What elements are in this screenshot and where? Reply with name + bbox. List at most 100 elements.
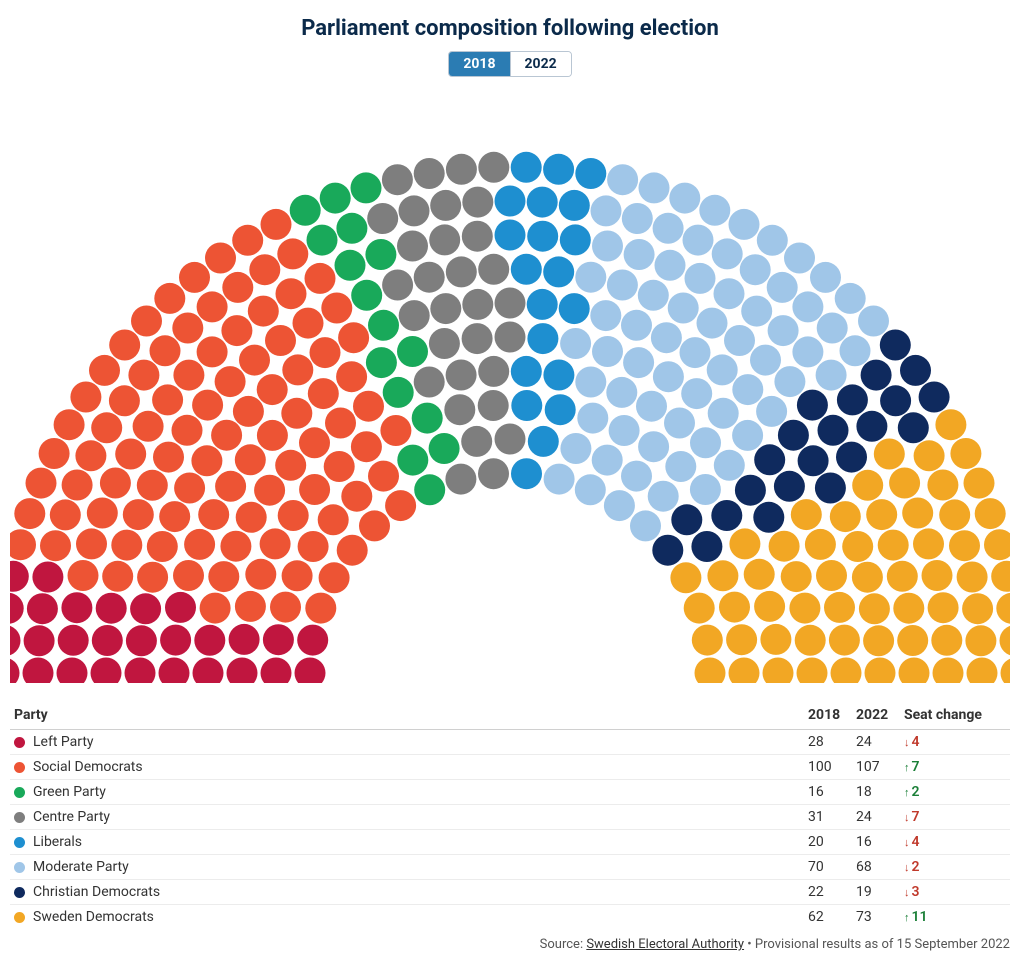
seat-dot — [444, 394, 475, 425]
seat-dot — [100, 468, 131, 499]
seat-dot — [130, 593, 161, 624]
seat-dot — [414, 262, 445, 293]
seat-dot — [669, 183, 700, 214]
seat-dot — [887, 561, 918, 592]
seat-dot — [996, 593, 1010, 624]
seat-dot — [732, 420, 763, 451]
seat-dot — [651, 322, 682, 353]
seat-dot — [774, 366, 805, 397]
seat-dot — [125, 658, 156, 684]
seats-2022: 73 — [852, 905, 900, 930]
seat-dot — [128, 360, 159, 391]
seat-dot — [159, 658, 190, 684]
seat-dot — [592, 231, 623, 262]
seat-dot — [10, 561, 29, 592]
seat-dot — [172, 313, 203, 344]
seat-dot — [215, 366, 246, 397]
seat-dot — [829, 625, 860, 656]
seat-dot — [560, 224, 591, 255]
seat-dot — [40, 530, 71, 561]
seat-dot — [192, 390, 223, 421]
seat-dot — [778, 420, 809, 451]
seat-dot — [325, 408, 356, 439]
seat-dot — [975, 498, 1006, 529]
seat-dot — [495, 424, 526, 455]
seat-dot — [153, 442, 184, 473]
table-row: Social Democrats100107↑7 — [10, 755, 1010, 780]
seat-dot — [220, 531, 251, 562]
seat-dot — [297, 625, 328, 656]
seat-dot — [147, 531, 178, 562]
seat-dot — [429, 224, 460, 255]
seat-dot — [115, 439, 146, 470]
party-swatch — [14, 912, 25, 923]
seat-dot — [137, 562, 168, 593]
seat-dot — [194, 625, 225, 656]
table-row: Christian Democrats2219↓3 — [10, 880, 1010, 905]
seat-dot — [648, 481, 679, 512]
seat-dot — [76, 528, 107, 559]
seat-dot — [607, 270, 638, 301]
seat-dot — [227, 658, 258, 684]
seat-dot — [359, 510, 390, 541]
seat-dot — [528, 426, 559, 457]
seat-dot — [865, 658, 896, 684]
seat-dot — [197, 291, 228, 322]
seat-dot — [753, 502, 784, 533]
seat-dot — [351, 172, 382, 203]
seat-dot — [893, 593, 924, 624]
seat-dot — [707, 354, 738, 385]
seat-dot — [810, 262, 841, 293]
seat-dot — [261, 209, 292, 240]
source-link[interactable]: Swedish Electoral Authority — [586, 937, 744, 952]
seat-dot — [318, 504, 349, 535]
seat-dot — [874, 439, 905, 470]
seat-dot — [75, 440, 106, 471]
party-name: Green Party — [33, 784, 106, 800]
seat-dot — [527, 323, 558, 354]
seat-dot — [414, 474, 445, 505]
seat-dot — [543, 256, 574, 287]
seat-dot — [27, 593, 58, 624]
seat-change-value: 2 — [912, 859, 920, 875]
seat-dot — [866, 499, 897, 530]
footnote: Source: Swedish Electoral Authority • Pr… — [10, 937, 1010, 952]
seats-2022: 24 — [852, 730, 900, 755]
seat-dot — [784, 243, 815, 274]
seat-dot — [798, 445, 829, 476]
seat-dot — [575, 158, 606, 189]
seat-change: ↑11 — [900, 905, 1010, 930]
seat-dot — [10, 529, 36, 560]
table-row: Liberals2016↓4 — [10, 830, 1010, 855]
seat-dot — [621, 461, 652, 492]
seat-dot — [430, 293, 461, 324]
seat-change-value: 4 — [912, 734, 920, 750]
seat-dot — [1001, 658, 1011, 684]
seat-dot — [270, 592, 301, 623]
seat-dot — [58, 625, 89, 656]
seat-dot — [261, 658, 292, 684]
year-2022-button[interactable]: 2022 — [510, 52, 571, 76]
seat-dot — [805, 529, 836, 560]
seat-dot — [200, 593, 231, 624]
seat-dot — [729, 209, 760, 240]
seat-dot — [462, 323, 493, 354]
seat-dot — [32, 562, 63, 593]
seat-dot — [109, 330, 140, 361]
seat-change-value: 2 — [912, 784, 920, 800]
seat-dot — [791, 499, 822, 530]
party-name: Centre Party — [33, 809, 110, 825]
seat-dot — [368, 461, 399, 492]
arrow-up-icon: ↑ — [904, 761, 910, 774]
year-2018-button[interactable]: 2018 — [449, 52, 509, 76]
seat-dot — [763, 658, 794, 684]
seat-dot — [89, 355, 120, 386]
seat-dot — [191, 445, 222, 476]
seat-dot — [622, 203, 653, 234]
party-swatch — [14, 862, 25, 873]
seat-dot — [592, 445, 623, 476]
seat-dot — [26, 468, 57, 499]
seat-dot — [836, 442, 867, 473]
seat-dot — [900, 355, 931, 386]
footnote-note: • Provisional results as of 15 September… — [744, 937, 1010, 952]
